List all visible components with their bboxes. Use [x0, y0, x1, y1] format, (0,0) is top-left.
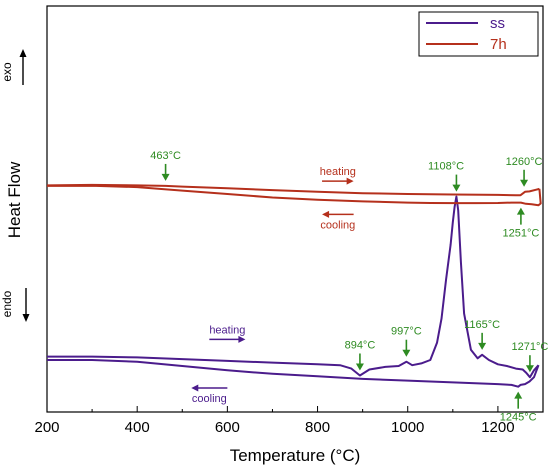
annotation-arrowhead [514, 391, 523, 399]
annotation-label: 1271°C [512, 341, 549, 353]
arrow-label-heating: heating [320, 166, 356, 178]
annotation-arrowhead [516, 207, 525, 215]
annotation-arrowhead [452, 184, 461, 192]
x-tick-label: 800 [305, 419, 330, 436]
x-axis: 200 400 600 800 1000 1200 [34, 406, 515, 436]
series-ss-cooling-line [47, 359, 540, 388]
arrow-label-heating: heating [209, 324, 245, 336]
plot-frame [46, 5, 544, 413]
arrow-labels: heating cooling heating cooling [191, 166, 356, 405]
series-7h-heating-line [46, 183, 540, 197]
legend: ss 7h [418, 11, 539, 57]
series-ss-heating-line [47, 195, 540, 379]
annotation-label: 1245°C [500, 412, 537, 424]
legend-box [418, 11, 539, 57]
annotation-arrowhead [161, 173, 170, 181]
endo-arrowhead-icon [22, 314, 30, 322]
exo-label: exo [0, 62, 14, 82]
curves [46, 183, 542, 388]
annotation-arrowhead [525, 365, 534, 373]
arrow-head-cooling [322, 210, 330, 218]
endo-label: endo [0, 290, 14, 317]
annotation-label: 1260°C [506, 156, 543, 168]
x-tick-label: 1000 [391, 419, 424, 436]
annotation-arrowhead [402, 349, 411, 357]
annotation-arrowhead [355, 363, 364, 371]
y-axis-label: Heat Flow [5, 161, 24, 238]
annotation-label: 1251°C [502, 228, 539, 240]
arrow-label-cooling: cooling [192, 393, 227, 405]
legend-label-ss: ss [490, 15, 505, 32]
x-tick-label: 600 [215, 419, 240, 436]
x-tick-label: 200 [34, 419, 59, 436]
annotation-label: 997°C [391, 326, 422, 338]
arrow-label-cooling: cooling [320, 219, 355, 231]
series-7h-cooling-line [46, 184, 542, 207]
x-axis-label: Temperature (°C) [230, 446, 361, 465]
annotation-label: 463°C [150, 150, 181, 162]
endo-indicator: endo [0, 288, 30, 322]
annotation-arrowhead [478, 342, 487, 350]
x-tick-label: 1200 [481, 419, 514, 436]
annotation-arrowhead [520, 179, 529, 187]
exo-indicator: exo [0, 49, 27, 85]
annotations: 463°C 1260°C 1108°C 1251°C 894°C 997°C 1165°C 1… [150, 150, 548, 424]
arrow-head-cooling [191, 384, 199, 392]
arrow-head-heating [346, 177, 354, 185]
arrow-head-heating [238, 335, 246, 343]
annotation-label: 894°C [345, 339, 376, 351]
legend-label-7h: 7h [490, 36, 507, 53]
x-tick-label: 400 [125, 419, 150, 436]
annotation-label: 1165°C [464, 319, 500, 331]
annotation-label: 1108°C [428, 161, 464, 173]
exo-arrowhead-icon [19, 49, 27, 57]
